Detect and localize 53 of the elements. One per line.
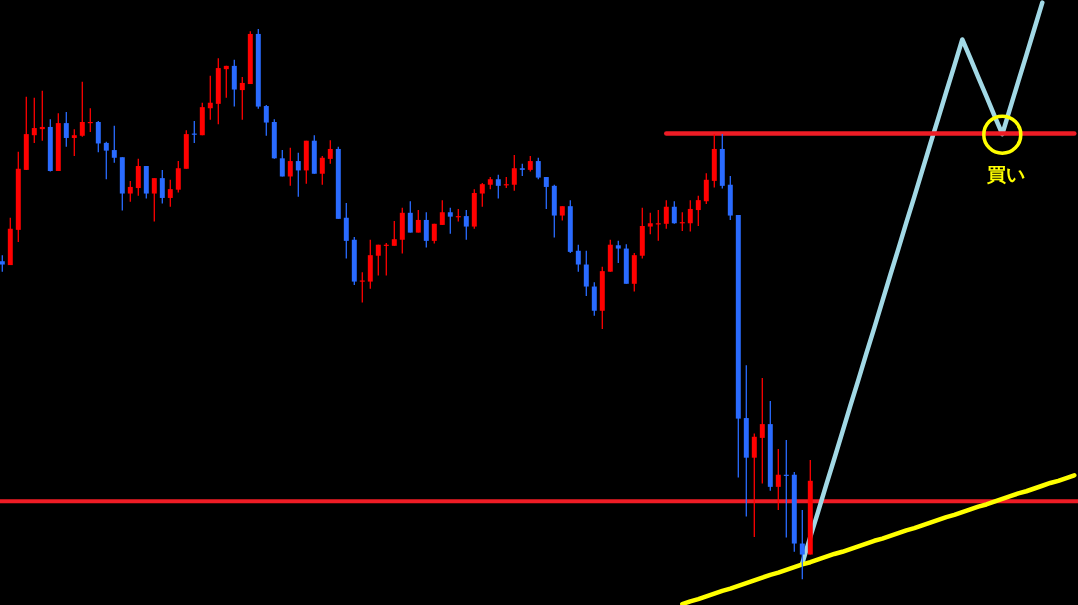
candlestick (511, 154, 517, 192)
annotation: 買い (986, 162, 1026, 185)
candlestick (103, 141, 109, 180)
candlestick (319, 155, 325, 186)
candlestick (231, 59, 237, 108)
candlestick (695, 195, 701, 227)
candlestick (175, 160, 181, 194)
candlestick (79, 81, 85, 138)
candlestick (263, 104, 269, 137)
candlestick (447, 207, 453, 235)
candlestick (111, 125, 117, 164)
candlestick (439, 199, 445, 226)
candlestick (31, 97, 37, 144)
candlestick (207, 75, 213, 121)
candlestick (479, 182, 485, 208)
candlestick (759, 377, 765, 485)
candlestick (295, 152, 301, 198)
candlestick (71, 128, 77, 157)
candlestick (407, 200, 413, 234)
candlestick (751, 432, 757, 538)
candlestick (535, 157, 541, 180)
candlestick (223, 65, 229, 99)
candlestick (663, 199, 669, 230)
candlestick (279, 149, 285, 178)
candlestick (583, 250, 589, 297)
candlestick (543, 176, 549, 210)
candlestick (799, 509, 805, 580)
candlestick (159, 169, 165, 205)
candlestick (63, 111, 69, 148)
candlestick (671, 200, 677, 225)
candlestick (343, 202, 349, 260)
candlestick (775, 448, 781, 511)
candlestick (95, 120, 101, 153)
candlestick (151, 177, 157, 223)
candlestick (39, 89, 45, 142)
candlestick (391, 220, 397, 247)
candlestick (615, 240, 621, 264)
candlestick (703, 172, 709, 205)
candlestick (327, 139, 333, 165)
candlestick (287, 147, 293, 187)
candlestick (463, 209, 469, 241)
candlestick (127, 180, 133, 203)
candlestick (239, 76, 245, 121)
candlestick (647, 212, 653, 235)
candlestick (359, 271, 365, 304)
candlestick (423, 211, 429, 249)
candlestick (167, 179, 173, 208)
candlestick (135, 158, 141, 197)
candlestick (495, 174, 501, 200)
candlestick (375, 244, 381, 277)
candlestick (415, 209, 421, 234)
candlestick (687, 199, 693, 233)
candlestick (575, 244, 581, 273)
